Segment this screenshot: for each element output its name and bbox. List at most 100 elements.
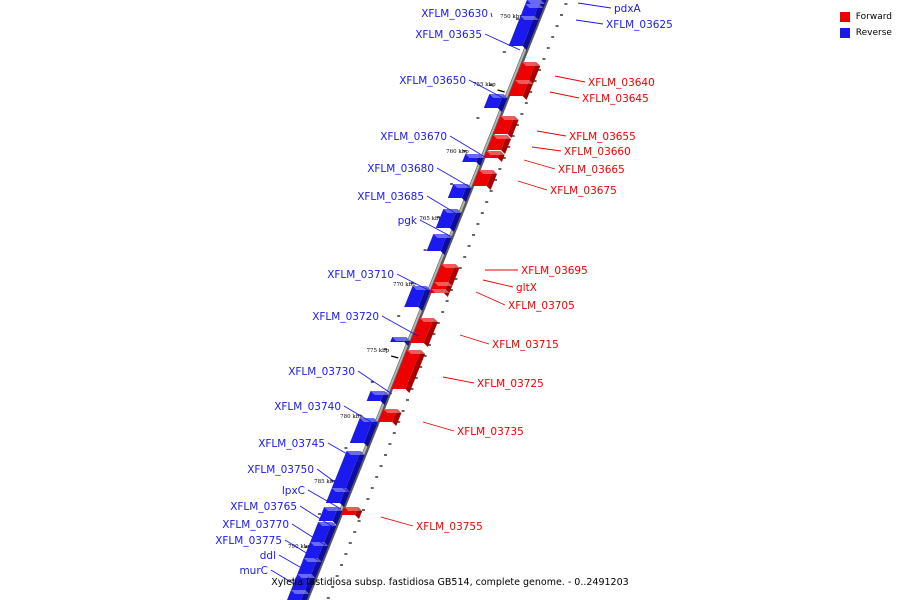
gene-pgk: pgk xyxy=(398,215,453,255)
gene-feature xyxy=(287,590,305,600)
gene-label: pgk xyxy=(398,215,418,227)
gene-leader-line xyxy=(536,130,567,137)
gene-feature-side xyxy=(418,286,431,311)
gene-feature-highlight xyxy=(527,0,545,4)
gene-feature-side xyxy=(405,350,425,393)
gene-feature xyxy=(404,286,427,307)
gene-feature-highlight xyxy=(291,590,309,594)
gene-leader-line xyxy=(327,442,362,463)
gene-xflm_03680: XFLM_03680 xyxy=(367,163,472,202)
tick-label: 755 kbp xyxy=(473,82,496,88)
gene-label: pdxA xyxy=(614,3,642,15)
gene-feature xyxy=(472,170,493,186)
gene-leader-line xyxy=(531,146,562,152)
gene-feature-side xyxy=(522,16,539,50)
gene-leader-line xyxy=(396,273,433,293)
gene-feature-side xyxy=(316,542,329,565)
tick-label: 770 kbp xyxy=(393,282,416,288)
gene-xflm_03740: XFLM_03740 xyxy=(274,401,379,447)
gene-leader-line xyxy=(442,376,475,384)
gene-feature-side xyxy=(301,590,309,600)
gene-leader-line xyxy=(554,75,586,83)
gene-murc: murC xyxy=(239,565,309,600)
gene-leader-line xyxy=(381,315,419,337)
legend: Forward Reverse xyxy=(839,9,892,41)
gene-feature-highlight xyxy=(419,318,438,322)
gene-label: XFLM_03695 xyxy=(521,265,588,277)
gene-feature-side xyxy=(486,170,497,190)
gene-feature-side xyxy=(323,522,337,548)
gene-label: gltX xyxy=(516,282,537,294)
gene-xflm_03635: XFLM_03635 xyxy=(415,16,539,51)
tick-1: 755 kbp xyxy=(473,82,505,93)
gene-xflm_03670: XFLM_03670 xyxy=(380,131,486,166)
gene-leader-line xyxy=(449,135,486,158)
gene-label: XFLM_03730 xyxy=(288,366,355,378)
tick-5: 775 kbp xyxy=(367,348,399,359)
gene-label: XFLM_03725 xyxy=(477,378,544,390)
gene-feature-side xyxy=(339,488,350,507)
gene-xflm_03715: XFLM_03715 xyxy=(409,318,559,351)
gene-feature-side xyxy=(305,574,316,594)
gene-label: XFLM_03715 xyxy=(492,339,559,351)
gene-feature-highlight xyxy=(324,507,343,511)
gene-feature-side xyxy=(332,507,343,525)
gene-xflm_03725: XFLM_03725 xyxy=(391,350,544,393)
gene-leader-line xyxy=(307,489,342,510)
gene-feature-highlight xyxy=(310,542,329,546)
gene-leader-line xyxy=(475,291,506,306)
gene-xflm_03720: XFLM_03720 xyxy=(312,311,419,346)
gene-xflm_03750: XFLM_03750 xyxy=(247,464,351,507)
gene-gltx: gltX xyxy=(431,279,537,294)
gene-feature-side xyxy=(440,234,452,255)
gene-feature xyxy=(483,94,504,108)
gene-label: XFLM_03670 xyxy=(380,131,447,143)
gene-feature-highlight xyxy=(441,264,460,268)
gene-feature-highlight xyxy=(318,522,337,526)
gene-feature xyxy=(483,151,501,158)
gene-label: XFLM_03640 xyxy=(588,77,655,89)
forward-swatch xyxy=(839,12,850,22)
gene-feature xyxy=(429,289,446,293)
gene-label: XFLM_03755 xyxy=(416,521,483,533)
gene-feature-highlight xyxy=(500,116,519,120)
gene-feature xyxy=(431,282,449,289)
gene-label: XFLM_03625 xyxy=(606,19,673,31)
gene-leader-line xyxy=(299,505,334,528)
gene-label: XFLM_03765 xyxy=(230,501,297,513)
gene-feature xyxy=(447,184,468,198)
gene-feature xyxy=(291,574,312,590)
tick-label: 775 kbp xyxy=(367,348,390,354)
gene-label: XFLM_03775 xyxy=(215,535,282,547)
gene-xflm_03695: XFLM_03695 xyxy=(434,264,588,286)
gene-label: murC xyxy=(239,565,268,577)
gene-feature xyxy=(435,209,458,228)
legend-label-reverse: Reverse xyxy=(855,28,892,38)
gene-feature xyxy=(434,264,456,282)
gene-label: XFLM_03660 xyxy=(564,146,631,158)
gene-feature-highlight xyxy=(520,16,539,20)
gene-feature-highlight xyxy=(331,488,350,492)
tick-label: 785 kbp xyxy=(314,479,337,485)
gene-feature xyxy=(515,62,537,80)
gene-feature xyxy=(426,234,448,251)
gene-label: XFLM_03650 xyxy=(399,75,466,87)
gene-leader-line xyxy=(459,334,490,345)
gene-feature-side xyxy=(507,116,519,138)
gene-label: XFLM_03710 xyxy=(327,269,394,281)
gene-xflm_03625: XFLM_03625 xyxy=(525,0,673,31)
gene-feature xyxy=(378,409,398,422)
gene-leader-line xyxy=(482,279,514,288)
gene-feature-highlight xyxy=(383,409,402,413)
gene-xflm_03685: XFLM_03685 xyxy=(357,191,462,232)
gene-feature xyxy=(493,116,515,134)
gene-feature-side xyxy=(476,154,484,166)
gene-feature xyxy=(508,80,529,96)
gene-feature-highlight xyxy=(525,4,544,8)
gene-feature-side xyxy=(443,289,450,297)
gene-feature-side xyxy=(363,418,378,447)
gene-xflm_03665: XFLM_03665 xyxy=(483,151,625,176)
gene-feature-highlight xyxy=(431,289,450,293)
gene-feature xyxy=(462,154,480,162)
